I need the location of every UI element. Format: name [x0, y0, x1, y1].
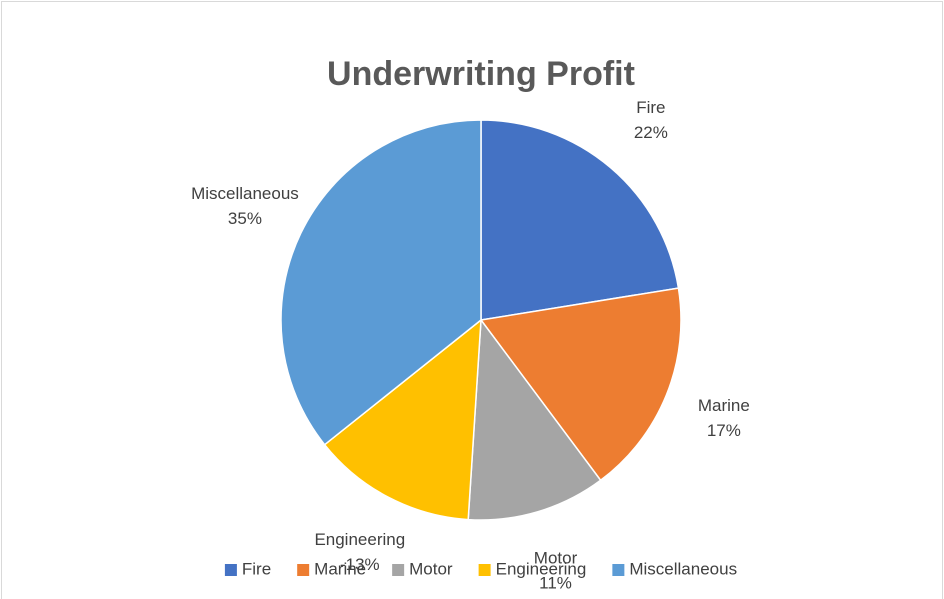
pie-slice — [280, 119, 482, 446]
slice-label-value: 17% — [707, 421, 741, 440]
pie-slice — [467, 317, 602, 521]
legend-swatch — [297, 564, 310, 576]
slice-label-name: Miscellaneous — [191, 184, 299, 203]
slice-label-value: 11% — [539, 574, 572, 593]
pie-slice — [323, 318, 482, 521]
slice-label-name: Marine — [698, 396, 750, 415]
pie-slice — [480, 119, 680, 321]
legend-swatch — [612, 564, 625, 576]
legend-label: Marine — [314, 559, 366, 578]
legend-swatch — [224, 564, 237, 576]
pie-slice — [479, 287, 682, 482]
legend-label: Miscellaneous — [629, 559, 737, 578]
legend-label: Motor — [409, 559, 453, 578]
slice-label-name: Engineering — [314, 530, 405, 549]
legend-swatch — [478, 564, 491, 576]
legend-label: Engineering — [496, 559, 587, 578]
slice-label-name: Fire — [636, 98, 665, 117]
legend-label: Fire — [242, 559, 271, 578]
slice-label-value: 35% — [228, 209, 262, 228]
chart-title: Underwriting Profit — [327, 55, 635, 93]
slice-label-value: 22% — [634, 123, 668, 142]
slice-label-name: Motor — [534, 549, 578, 568]
slice-label-value: -13% — [340, 555, 380, 574]
legend-swatch — [392, 564, 405, 576]
